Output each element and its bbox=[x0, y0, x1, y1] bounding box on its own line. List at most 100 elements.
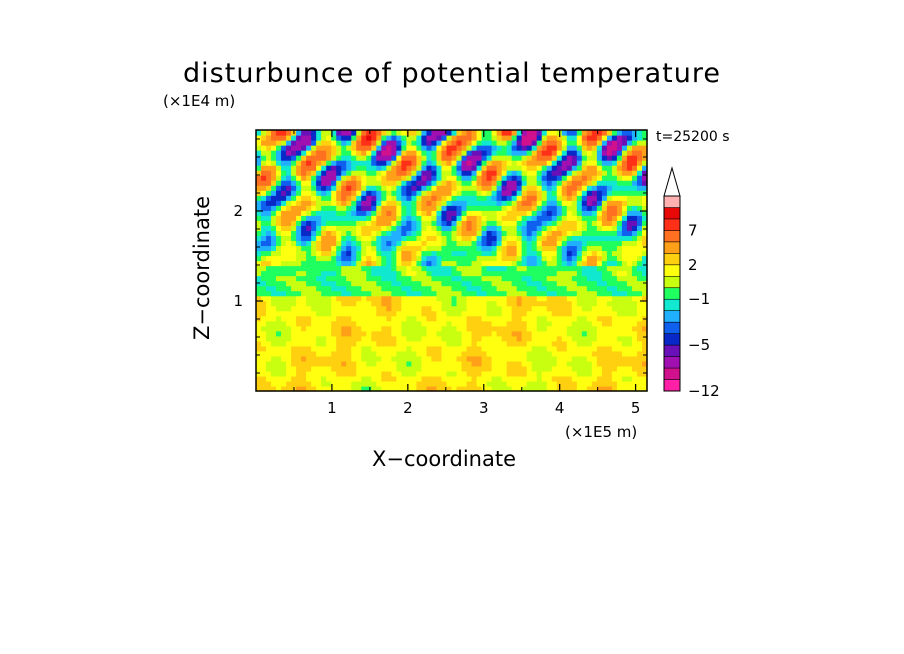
heatmap-cell bbox=[516, 215, 523, 221]
heatmap-cell bbox=[441, 220, 448, 226]
heatmap-cell bbox=[286, 210, 292, 216]
heatmap-cell bbox=[461, 165, 468, 171]
heatmap-cell bbox=[591, 205, 598, 211]
heatmap-cell bbox=[356, 240, 362, 247]
heatmap-cell bbox=[626, 265, 633, 272]
heatmap-cell bbox=[346, 200, 352, 206]
heatmap-cell bbox=[386, 370, 392, 377]
heatmap-cell bbox=[456, 165, 463, 171]
heatmap-cell bbox=[446, 355, 453, 362]
heatmap-cell bbox=[476, 150, 483, 156]
heatmap-cell bbox=[361, 185, 367, 191]
heatmap-cell bbox=[466, 295, 473, 302]
heatmap-cell bbox=[616, 375, 623, 382]
heatmap-cell bbox=[561, 280, 568, 287]
heatmap-cell bbox=[626, 185, 633, 191]
heatmap-cell bbox=[371, 375, 377, 382]
heatmap-cell bbox=[286, 230, 292, 236]
heatmap-cell bbox=[296, 250, 302, 257]
heatmap-cell bbox=[371, 260, 377, 267]
heatmap-cell bbox=[406, 385, 412, 392]
heatmap-cell bbox=[416, 215, 423, 221]
heatmap-cell bbox=[321, 355, 327, 362]
heatmap-cell bbox=[616, 225, 623, 231]
heatmap-cell bbox=[446, 190, 453, 196]
heatmap-cell bbox=[281, 350, 287, 357]
heatmap-cell bbox=[546, 350, 553, 357]
heatmap-cell bbox=[356, 350, 362, 357]
heatmap-cell bbox=[336, 270, 342, 277]
heatmap-cell bbox=[266, 315, 272, 322]
heatmap-cell bbox=[481, 190, 488, 196]
heatmap-cell bbox=[341, 385, 347, 392]
heatmap-cell bbox=[421, 285, 428, 292]
heatmap-cell bbox=[396, 285, 402, 292]
heatmap-cell bbox=[541, 240, 548, 247]
heatmap-cell bbox=[386, 305, 392, 312]
heatmap-cell bbox=[356, 295, 362, 302]
heatmap-cell bbox=[376, 145, 382, 151]
heatmap-cell bbox=[271, 240, 277, 247]
heatmap-cell bbox=[576, 220, 583, 226]
heatmap-cell bbox=[446, 375, 453, 382]
heatmap-cell bbox=[456, 215, 463, 221]
heatmap-cell bbox=[456, 210, 463, 216]
heatmap-cell bbox=[261, 280, 267, 287]
heatmap-cell bbox=[266, 295, 272, 302]
colorbar-label: 7 bbox=[688, 221, 698, 239]
heatmap-cell bbox=[476, 245, 483, 252]
heatmap-cell bbox=[571, 250, 578, 257]
heatmap-cell bbox=[601, 140, 608, 146]
heatmap-cell bbox=[401, 295, 407, 302]
heatmap-cell bbox=[571, 140, 578, 146]
heatmap-cell bbox=[531, 255, 538, 262]
heatmap-cell bbox=[626, 365, 633, 372]
heatmap-cell bbox=[261, 320, 267, 327]
heatmap-cell bbox=[576, 165, 583, 171]
heatmap-cell bbox=[601, 305, 608, 312]
heatmap-cell bbox=[361, 170, 367, 176]
heatmap-cell bbox=[451, 140, 458, 146]
heatmap-cell bbox=[586, 320, 593, 327]
heatmap-cell bbox=[586, 245, 593, 252]
heatmap-cell bbox=[366, 305, 372, 312]
heatmap-cell bbox=[466, 130, 473, 136]
heatmap-cell bbox=[621, 185, 628, 191]
heatmap-cell bbox=[391, 315, 397, 322]
heatmap-cell bbox=[316, 150, 322, 156]
heatmap-cell bbox=[631, 240, 638, 247]
heatmap-cell bbox=[436, 305, 443, 312]
heatmap-cell bbox=[431, 175, 438, 181]
heatmap-cell bbox=[321, 340, 327, 347]
heatmap-cell bbox=[441, 215, 448, 221]
heatmap-cell bbox=[571, 330, 578, 337]
heatmap-cell bbox=[476, 170, 483, 176]
heatmap-cell bbox=[441, 230, 448, 236]
heatmap-cell bbox=[521, 265, 528, 272]
heatmap-cell bbox=[391, 145, 397, 151]
heatmap-cell bbox=[371, 165, 377, 171]
heatmap-cell bbox=[551, 240, 558, 247]
heatmap-cell bbox=[486, 170, 493, 176]
heatmap-cell bbox=[341, 340, 347, 347]
heatmap-cell bbox=[571, 350, 578, 357]
heatmap-cell bbox=[581, 295, 588, 302]
heatmap-cell bbox=[446, 370, 453, 377]
heatmap-cell bbox=[541, 375, 548, 382]
heatmap-cell bbox=[426, 255, 433, 262]
heatmap-cell bbox=[416, 200, 423, 206]
heatmap-cell bbox=[551, 215, 558, 221]
heatmap-cell bbox=[531, 145, 538, 151]
heatmap-cell bbox=[516, 210, 523, 216]
heatmap-cell bbox=[271, 150, 277, 156]
colorbar-swatch bbox=[664, 299, 680, 312]
heatmap-cell bbox=[641, 130, 648, 136]
heatmap-cell bbox=[301, 340, 307, 347]
heatmap-cell bbox=[331, 220, 337, 226]
heatmap-cell bbox=[526, 315, 533, 322]
heatmap-cell bbox=[541, 215, 548, 221]
heatmap-cell bbox=[386, 235, 392, 242]
heatmap-cell bbox=[536, 165, 543, 171]
heatmap-cell bbox=[446, 210, 453, 216]
heatmap-cell bbox=[466, 250, 473, 257]
